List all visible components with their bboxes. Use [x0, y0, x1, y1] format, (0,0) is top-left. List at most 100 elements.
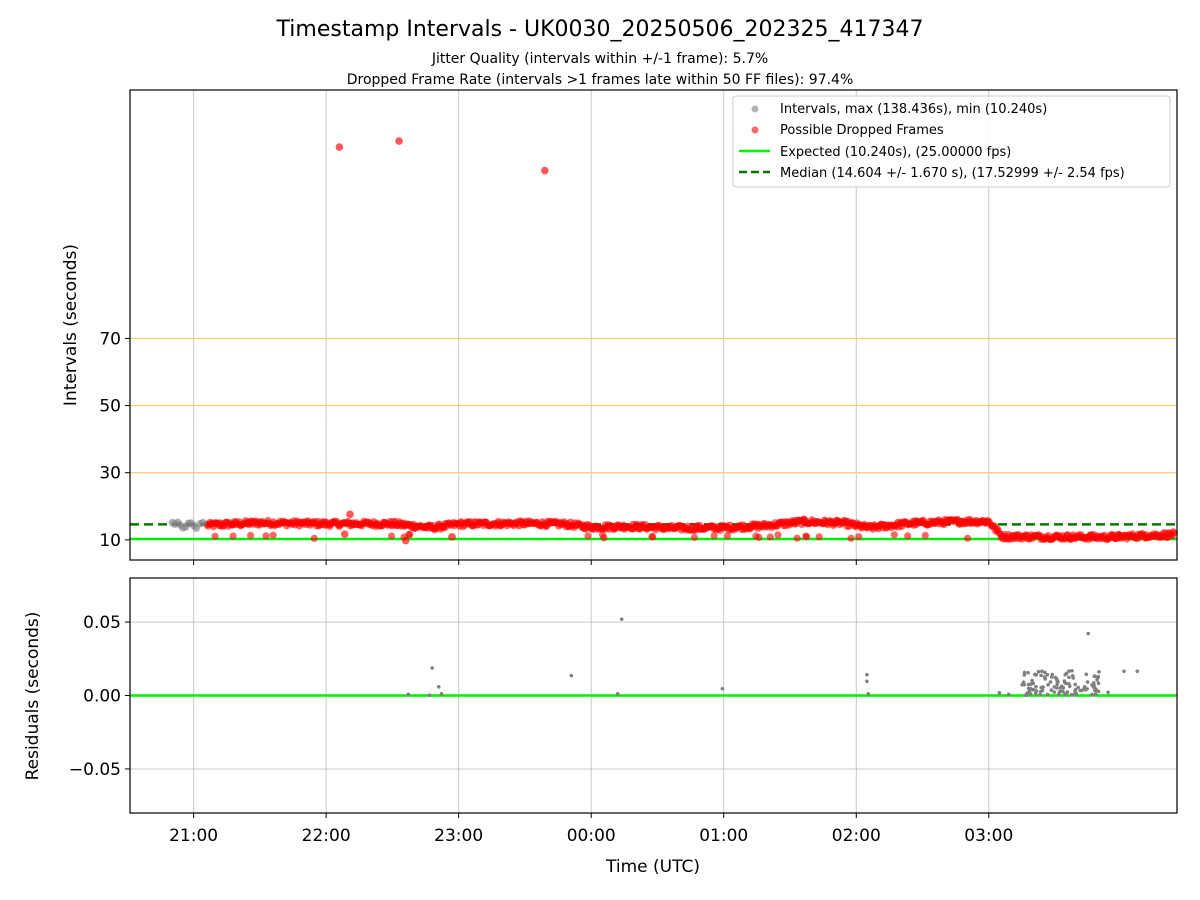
residual-point	[1092, 682, 1096, 687]
residual-point	[1045, 692, 1050, 697]
dropped-frame-point	[710, 532, 718, 540]
residual-point	[1049, 688, 1054, 692]
residual-point	[1063, 692, 1067, 696]
dropped-frame-point	[723, 532, 732, 540]
residual-point	[436, 685, 441, 689]
dropped-frame-point	[904, 532, 912, 540]
residual-point	[1070, 693, 1074, 697]
residual-point	[430, 666, 434, 670]
legend-box	[732, 95, 1171, 188]
chart-subtitle-dropped: Dropped Frame Rate (intervals >1 frames …	[347, 72, 854, 88]
x-tick-label: 03:00	[964, 826, 1013, 846]
residual-point	[1073, 682, 1077, 687]
residual-point	[1027, 688, 1032, 693]
residual-point	[1006, 692, 1011, 697]
residual-point	[427, 693, 432, 698]
residual-point	[1068, 684, 1072, 689]
residual-point	[1026, 682, 1031, 687]
x-tick-label: 01:00	[699, 826, 748, 846]
residual-point	[1096, 689, 1101, 694]
dropped-frame-outlier	[541, 166, 549, 175]
residual-point	[1067, 669, 1071, 673]
dropped-frame-point	[803, 533, 811, 541]
dropped-frame-point	[247, 531, 255, 540]
residual-point	[1097, 670, 1101, 674]
x-tick-label: 02:00	[832, 826, 881, 846]
residual-point	[1050, 672, 1055, 677]
residual-point	[1062, 679, 1067, 683]
residual-point	[1074, 691, 1079, 696]
intervals-y-tick-label: 50	[99, 397, 121, 417]
residuals-x-ticks: 21:00 22:00 23:00 00:00 01:00 02:00 03:00	[169, 813, 1013, 846]
residual-point	[1052, 685, 1057, 689]
residual-point	[569, 673, 574, 678]
dropped-frame-point	[211, 532, 219, 540]
dropped-frame-point	[584, 532, 592, 540]
legend-intervals-label: Intervals, max (138.436s), min (10.240s)	[780, 102, 1047, 117]
intervals-plot-frame	[129, 89, 1178, 561]
dropped-frame-point	[793, 534, 801, 542]
residuals-y-axis-label: Residuals (seconds)	[23, 612, 43, 781]
dropped-frame-point	[406, 531, 414, 539]
dropped-frame-point	[269, 531, 277, 539]
residual-point	[1034, 685, 1038, 689]
residual-point	[866, 691, 871, 696]
residual-point	[1043, 677, 1048, 681]
residual-point	[1070, 669, 1074, 673]
residual-point	[1085, 680, 1090, 684]
residual-point	[1059, 684, 1064, 688]
residual-point	[1084, 672, 1089, 677]
residual-point	[1033, 672, 1037, 677]
x-tick-label: 00:00	[567, 826, 616, 846]
dropped-frame-outlier	[346, 510, 354, 519]
dropped-frame-point	[1136, 531, 1144, 539]
residual-point	[1090, 692, 1094, 697]
dropped-frame-point	[388, 532, 396, 540]
dropped-frame-point	[752, 532, 760, 540]
dropped-frame-outlier	[335, 143, 344, 151]
residual-point	[865, 672, 869, 677]
residual-point	[1086, 631, 1091, 636]
interval-points	[168, 137, 549, 545]
dropped-frame-point	[690, 533, 699, 542]
residual-point	[865, 679, 869, 684]
residual-point	[1031, 681, 1036, 686]
residuals-y-tick-label: 0.00	[83, 687, 121, 707]
residual-point	[1045, 672, 1050, 677]
residual-point	[1055, 679, 1059, 683]
legend-intervals-marker	[751, 105, 759, 113]
legend-median-label: Median (14.604 +/- 1.670 s), (17.52999 +…	[780, 166, 1125, 181]
residual-point	[1039, 673, 1043, 678]
residual-point	[1083, 688, 1088, 692]
intervals-y-tick-label: 30	[99, 464, 121, 484]
residual-point	[1022, 673, 1027, 677]
intervals-plot: 10 30 50 70 Intervals (seconds) Intervals, …	[61, 89, 1178, 565]
residual-point	[1038, 693, 1042, 697]
residual-point	[1093, 674, 1097, 679]
residual-point	[1026, 671, 1030, 675]
dropped-frame-point	[847, 534, 855, 542]
residual-point	[1122, 669, 1126, 674]
dropped-frame-point	[1087, 531, 1095, 539]
residual-point	[1057, 689, 1062, 694]
dropped-frame-point	[890, 531, 898, 539]
residual-points	[406, 617, 1140, 698]
residual-point	[1096, 681, 1101, 685]
residual-point	[1061, 689, 1065, 694]
dropped-frame-point	[855, 533, 863, 541]
residual-point	[1095, 678, 1099, 682]
residual-point	[1064, 671, 1069, 676]
chart-subtitle-jitter: Jitter Quality (intervals within +/-1 fr…	[431, 51, 768, 67]
residual-point	[1052, 690, 1056, 694]
residual-point	[619, 617, 624, 621]
legend: Intervals, max (138.436s), min (10.240s)…	[732, 95, 1171, 188]
residuals-plot: 0.05 0.00 −0.05 21:00 22:00 23:00 00:00 01:00 0…	[23, 577, 1178, 877]
dropped-frame-outlier	[448, 533, 456, 541]
residual-point	[1067, 675, 1071, 680]
residual-point	[1036, 669, 1041, 674]
dropped-frame-point	[1067, 533, 1075, 541]
residual-point	[1053, 675, 1058, 680]
residual-point	[1055, 682, 1059, 687]
residual-point	[1073, 687, 1078, 692]
